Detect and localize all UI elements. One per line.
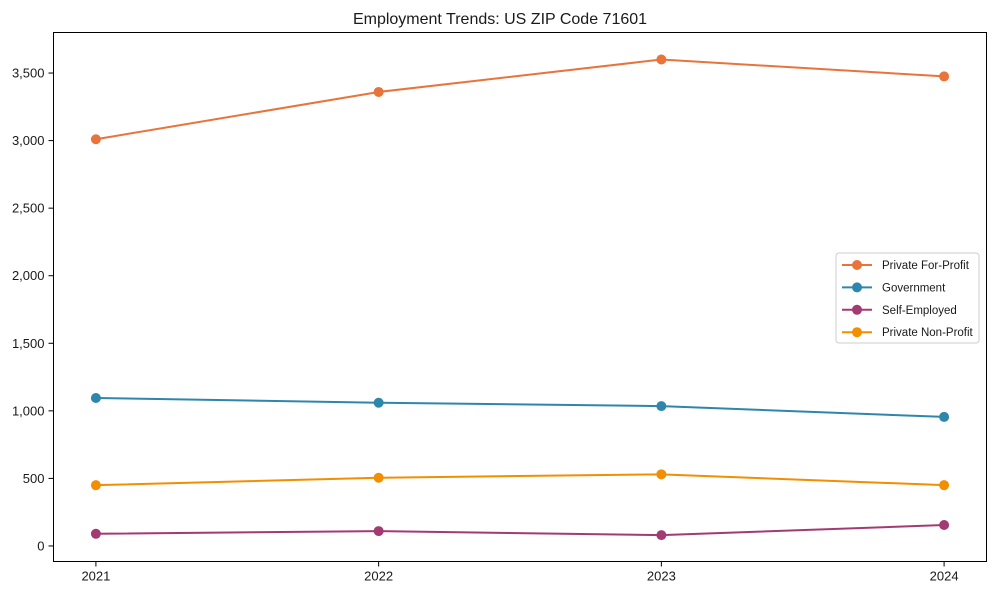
series-line-government	[95, 397, 945, 418]
series-marker-private-non-profit	[373, 472, 384, 483]
series-marker-private-non-profit	[90, 480, 101, 491]
x-axis-tick-label: 2024	[930, 569, 959, 584]
y-axis-tick-label: 3,000	[12, 133, 45, 148]
chart-title: Employment Trends: US ZIP Code 71601	[352, 11, 648, 28]
y-axis-tick-label: 3,500	[12, 66, 45, 81]
series-line-private-for-profit	[95, 58, 945, 141]
legend-marker-private-non-profit	[852, 327, 862, 338]
series-line-self-employed	[95, 524, 945, 537]
y-axis-tick-label: 2,500	[12, 201, 45, 216]
legend-marker-self-employed	[852, 304, 862, 315]
series-marker-private-non-profit	[939, 480, 950, 491]
legend-label-private-non-profit: Private Non-Profit	[882, 327, 974, 339]
series-marker-self-employed	[373, 526, 384, 537]
legend: Private For-Profit Government Self-Employe…	[835, 252, 980, 344]
y-axis-tick-label: 1,000	[12, 403, 45, 418]
series-marker-private-for-profit	[939, 71, 950, 82]
plot-border	[53, 32, 987, 562]
x-axis-tick-label: 2021	[81, 569, 110, 584]
series-marker-private-for-profit	[373, 86, 384, 97]
x-axis-tick-label: 2022	[364, 569, 393, 584]
y-axis-tick-label: 1,500	[12, 336, 45, 351]
series-marker-private-for-profit	[656, 54, 667, 65]
series-marker-self-employed	[656, 530, 667, 541]
series-line-private-non-profit	[95, 473, 945, 487]
y-axis-tick-label: 2,000	[12, 268, 45, 283]
series-marker-self-employed	[939, 520, 950, 531]
series-marker-private-non-profit	[656, 469, 667, 480]
series-marker-government	[656, 401, 667, 412]
y-axis-tick-label: 0	[37, 538, 44, 553]
series-marker-self-employed	[90, 528, 101, 539]
x-axis-tick-label: 2023	[647, 569, 676, 584]
series-marker-government	[90, 393, 101, 404]
legend-marker-private-for-profit	[852, 260, 862, 270]
legend-label-government: Government	[882, 282, 946, 294]
legend-label-private-for-profit: Private For-Profit	[882, 260, 970, 272]
legend-marker-government	[852, 282, 862, 293]
legend-label-self-employed: Self-Employed	[882, 305, 957, 317]
series-marker-government	[939, 411, 950, 422]
y-axis-tick-label: 500	[23, 471, 45, 486]
legend-box	[835, 252, 980, 344]
series-marker-private-for-profit	[90, 134, 101, 145]
series-marker-government	[373, 397, 384, 408]
